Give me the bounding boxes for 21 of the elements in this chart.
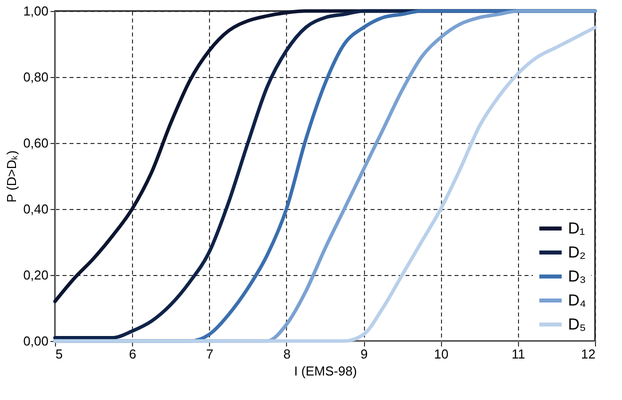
x-tick-label: 7 bbox=[206, 346, 214, 362]
x-tick-label: 5 bbox=[56, 346, 63, 362]
legend-label: D₄ bbox=[568, 292, 586, 310]
y-axis-title: P (D>Dₖ) bbox=[4, 150, 20, 203]
x-axis-title: I (EMS-98) bbox=[294, 364, 357, 378]
legend-label: D₂ bbox=[568, 244, 586, 262]
y-tick-label: 0,60 bbox=[23, 136, 48, 150]
x-tick-label: 6 bbox=[129, 346, 136, 362]
legend-label: D₃ bbox=[568, 268, 586, 286]
y-tick-label: 1,00 bbox=[23, 4, 48, 18]
x-tick-label: 12 bbox=[581, 346, 596, 362]
x-tick-label: 9 bbox=[360, 346, 368, 362]
y-tick-label: 0,40 bbox=[23, 202, 48, 216]
y-tick-label: 0,20 bbox=[23, 268, 48, 282]
x-tick-label: 10 bbox=[434, 346, 448, 362]
y-tick-label: 0,00 bbox=[23, 334, 48, 348]
x-tick-label: 11 bbox=[512, 346, 526, 362]
x-tick-label: 8 bbox=[283, 346, 291, 362]
legend-label: D₁ bbox=[568, 220, 585, 238]
legend-label: D₅ bbox=[568, 316, 586, 334]
y-tick-label: 0,80 bbox=[23, 70, 48, 84]
